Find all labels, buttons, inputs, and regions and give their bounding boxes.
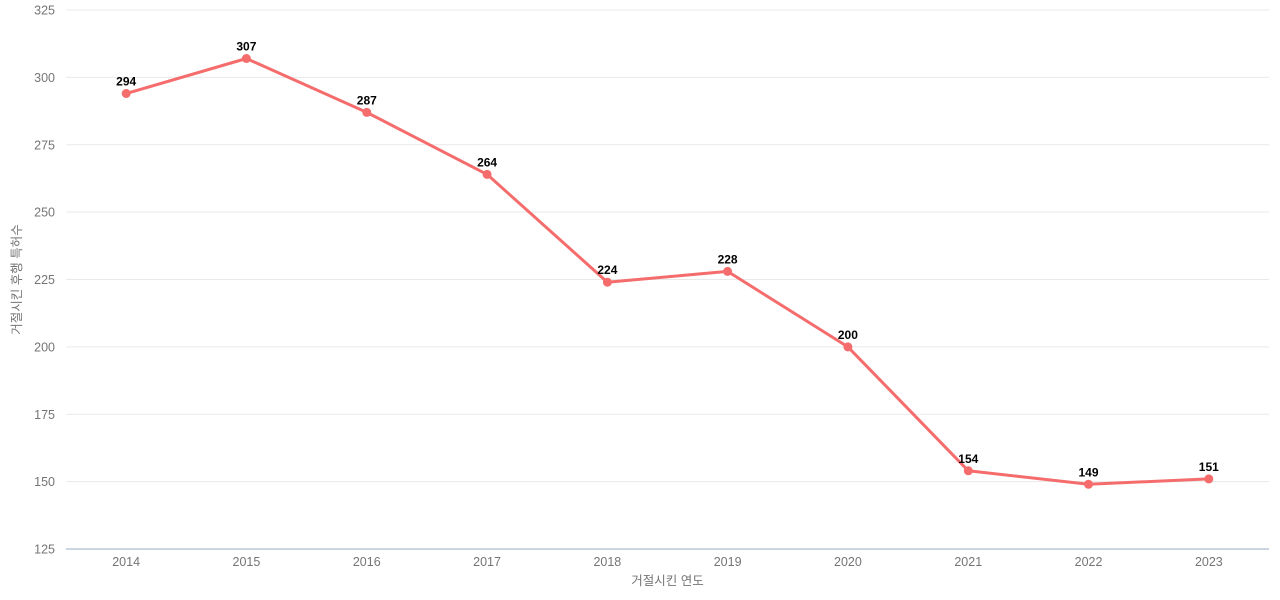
y-tick-label: 150: [34, 475, 55, 489]
y-tick-label: 200: [34, 340, 55, 354]
x-tick-label: 2019: [714, 555, 742, 569]
data-point-label: 307: [236, 40, 256, 54]
data-point: [482, 169, 492, 179]
x-tick-label: 2021: [954, 555, 982, 569]
y-tick-label: 175: [34, 408, 55, 422]
data-point: [963, 466, 973, 476]
x-tick-label: 2016: [353, 555, 381, 569]
data-point-label: 151: [1199, 460, 1219, 474]
y-tick-label: 300: [34, 71, 55, 85]
y-tick-label: 225: [34, 273, 55, 287]
data-point: [602, 277, 612, 287]
y-tick-label: 275: [34, 138, 55, 152]
data-point: [241, 54, 251, 63]
data-point: [121, 89, 131, 98]
x-tick-label: 2014: [112, 555, 140, 569]
data-point-label: 264: [477, 155, 497, 169]
data-point-label: 224: [597, 263, 617, 277]
x-tick-label: 2022: [1075, 555, 1103, 569]
data-point-label: 228: [718, 252, 738, 266]
y-tick-label: 250: [34, 206, 55, 220]
data-point-label: 154: [958, 452, 978, 466]
x-tick-label: 2023: [1195, 555, 1223, 569]
data-point-label: 149: [1078, 465, 1098, 479]
x-tick-label: 2018: [593, 555, 621, 569]
data-point-label: 287: [357, 93, 377, 107]
data-point: [1204, 474, 1214, 484]
x-axis-title: 거절시킨 연도: [631, 574, 703, 588]
trend-line: [124, 57, 1211, 486]
data-point: [843, 342, 853, 352]
x-tick-label: 2015: [233, 555, 261, 569]
data-point-label: 294: [116, 75, 136, 89]
y-tick-label: 325: [34, 4, 55, 18]
data-point: [1084, 479, 1093, 489]
data-point: [723, 266, 733, 276]
x-tick-label: 2020: [834, 555, 862, 569]
data-point-label: 200: [838, 328, 858, 342]
y-tick-label: 125: [34, 543, 55, 557]
data-point: [362, 107, 372, 117]
x-tick-label: 2017: [473, 555, 501, 569]
y-axis-title: 거절시킨 후행 특허수: [9, 224, 24, 334]
